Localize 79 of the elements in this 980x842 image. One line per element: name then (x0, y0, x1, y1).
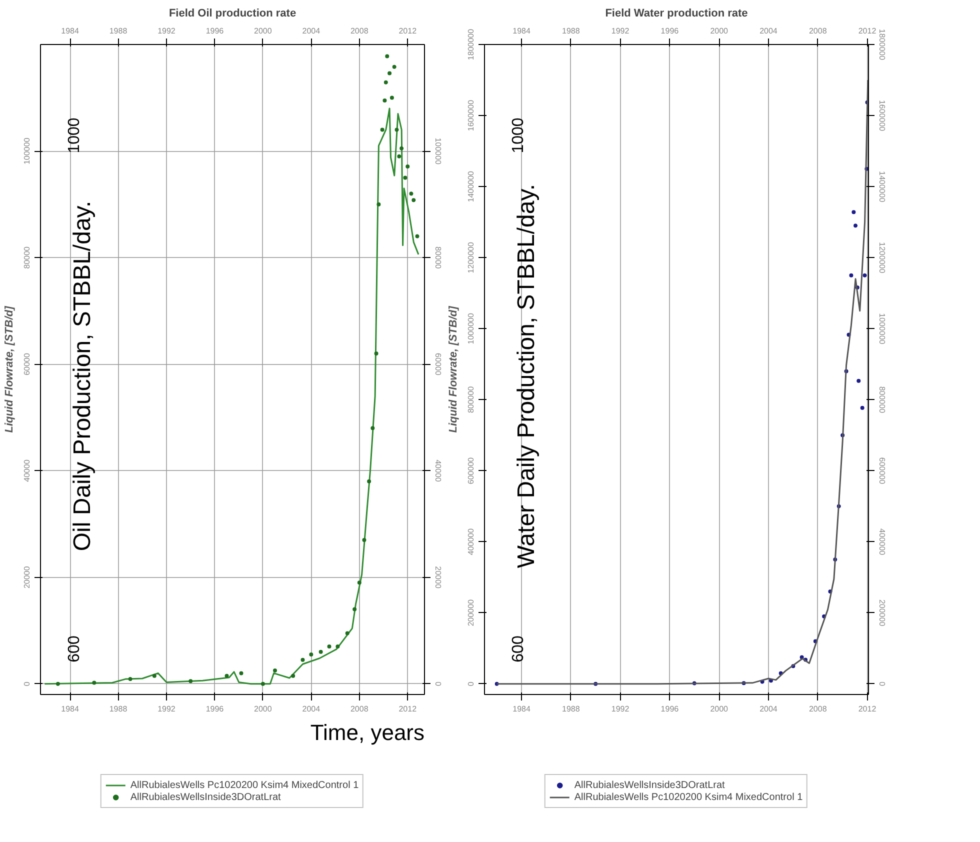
chart-title: Field Water production rate (605, 8, 748, 20)
y2-tick-label: 600000 (878, 457, 886, 485)
y2-tick-label: 1200000 (878, 242, 886, 274)
x-tick-label: 2012 (398, 26, 418, 36)
y-tick-label: 100000 (22, 137, 32, 164)
x-tick-label: 1984 (512, 26, 531, 36)
x-tick-label: 2008 (350, 26, 369, 36)
x2-tick-label: 2000 (254, 704, 272, 714)
annotation: 600 (66, 636, 84, 662)
y2-tick-label: 20000 (434, 566, 442, 589)
x2-tick-label: 1984 (61, 704, 80, 714)
y-axis-title: Liquid Flowrate, [STB/d] (4, 306, 16, 433)
x2-tick-label: 1988 (109, 704, 128, 714)
annotation: 1000 (66, 118, 84, 154)
x-tick-label: 2008 (808, 26, 828, 36)
y-tick-label: 0 (466, 681, 476, 686)
annotation: Oil Daily Production, STBBL/day. (69, 200, 96, 552)
y2-tick-label: 1000000 (878, 313, 886, 345)
x2-tick-label: 1984 (512, 704, 531, 714)
y-tick-label: 1200000 (466, 241, 476, 274)
legend-label: AllRubialesWellsInside3DOratLrat (574, 779, 725, 791)
x-tick-label: 2000 (710, 26, 729, 36)
chart-title: Field Oil production rate (168, 8, 296, 20)
y2-tick-label: 1600000 (878, 100, 886, 132)
x2-tick-label: 2004 (760, 704, 778, 714)
x2-tick-label: 1996 (660, 704, 680, 714)
x-tick-label: 2000 (254, 26, 272, 36)
y2-tick-label: 40000 (434, 460, 442, 482)
x-tick-label: 1992 (158, 26, 176, 36)
y-tick-label: 800000 (466, 386, 476, 414)
y-tick-label: 200000 (466, 598, 476, 626)
x2-tick-label: 2000 (710, 704, 729, 714)
y-tick-label: 0 (22, 681, 32, 686)
x-tick-label: 2004 (760, 26, 778, 36)
x-tick-label: 1992 (611, 26, 630, 36)
y-tick-label: 1000000 (466, 312, 476, 344)
x-tick-label: 1996 (206, 26, 224, 36)
x-tick-label: 1996 (660, 26, 680, 36)
y-tick-label: 80000 (22, 246, 32, 269)
y2-tick-label: 0 (878, 682, 886, 687)
annotation: 600 (510, 636, 528, 662)
y-tick-label: 1800000 (466, 28, 476, 60)
y-tick-label: 20000 (22, 566, 32, 588)
y2-tick-label: 200000 (878, 599, 886, 627)
legend-label: AllRubialesWells Pc1020200 Ksim4 MixedControl 1 (130, 779, 359, 791)
x2-tick-label: 1988 (562, 704, 580, 714)
y-tick-label: 1400000 (466, 170, 476, 202)
y-tick-label: 600000 (466, 456, 476, 484)
annotation: 1000 (510, 118, 528, 154)
y2-tick-label: 80000 (434, 246, 442, 270)
x2-tick-label: 2008 (350, 704, 369, 714)
y2-tick-label: 0 (434, 682, 442, 687)
y-tick-label: 400000 (466, 528, 476, 556)
x-tick-label: 2012 (858, 26, 877, 36)
y-tick-label: 40000 (22, 459, 32, 482)
x2-tick-label: 2008 (808, 704, 828, 714)
y-axis-title: Liquid Flowrate, [STB/d] (448, 306, 460, 433)
legend-label: AllRubialesWells Pc1020200 Ksim4 MixedControl 1 (574, 791, 803, 803)
x-tick-label: 1988 (562, 26, 580, 36)
y2-tick-label: 60000 (434, 353, 442, 376)
x-tick-label: 1988 (109, 26, 128, 36)
y2-tick-label: 800000 (878, 386, 886, 414)
x2-tick-label: 2012 (858, 704, 877, 714)
x2-tick-label: 2004 (302, 704, 321, 714)
x-tick-label: 1984 (61, 26, 80, 36)
y2-tick-label: 1400000 (878, 171, 886, 203)
y2-tick-label: 1800000 (878, 28, 886, 61)
y2-tick-label: 400000 (878, 528, 886, 556)
y-tick-label: 60000 (22, 352, 32, 376)
text: Time, years (310, 720, 424, 745)
legend-label: AllRubialesWellsInside3DOratLrat (130, 791, 281, 803)
x-tick-label: 2004 (302, 26, 321, 36)
y2-tick-label: 100000 (434, 138, 442, 165)
x2-tick-label: 1992 (611, 704, 630, 714)
y-tick-label: 1600000 (466, 99, 476, 132)
x2-tick-label: 1996 (206, 704, 224, 714)
annotation: Water Daily Production, STBBL/day. (513, 184, 540, 568)
x2-tick-label: 2012 (398, 704, 418, 714)
x2-tick-label: 1992 (158, 704, 176, 714)
